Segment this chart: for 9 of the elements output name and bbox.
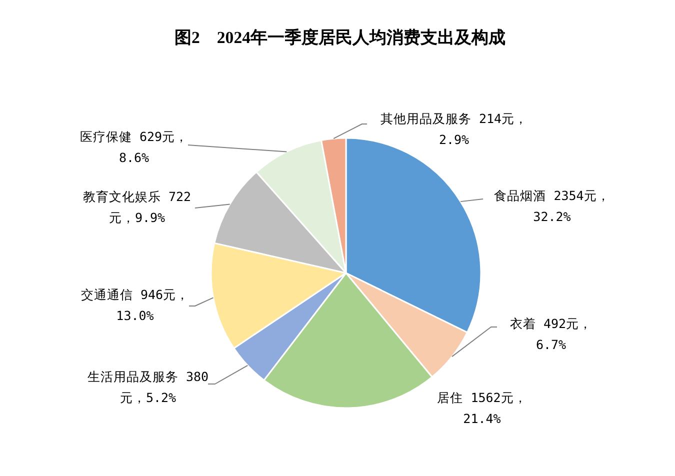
slice-label: 交通通信 946元， 13.0% [80, 287, 190, 323]
slice-label: 衣着 492元， 6.7% [510, 316, 592, 352]
slice-label: 居住 1562元， 21.4% [437, 390, 527, 426]
chart-title: 图2 2024年一季度居民人均消费支出及构成 [174, 28, 506, 47]
slice-label: 生活用品及服务 380 元，5.2% [87, 369, 209, 405]
slice-label: 教育文化娱乐 722 元，9.9% [82, 189, 192, 225]
slice-label: 医疗保健 629元， 8.6% [80, 129, 188, 165]
slice-label: 食品烟酒 2354元， 32.2% [494, 188, 610, 224]
slice-label: 其他用品及服务 214元， 2.9% [380, 111, 528, 147]
